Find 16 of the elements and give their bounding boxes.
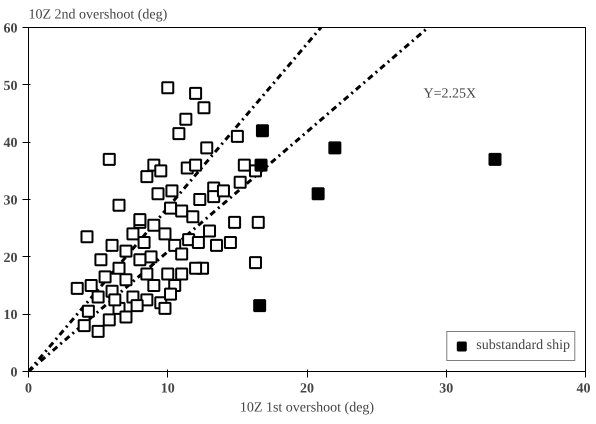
y-tick-label: 10 xyxy=(4,308,18,324)
x-tick-label: 30 xyxy=(439,382,454,396)
x-tick-label: 20 xyxy=(300,382,314,396)
y-tick-label: 40 xyxy=(4,136,18,152)
y-axis-title: 10Z 2nd overshoot (deg) xyxy=(28,8,168,22)
x-axis-title: 10Z 1st overshoot (deg) xyxy=(240,400,374,416)
legend-label: substandard ship xyxy=(476,338,570,354)
y-tick-label: 30 xyxy=(4,194,18,208)
x-tick-label: 40 xyxy=(576,382,590,396)
annotation: Y=2.25X xyxy=(424,86,476,102)
y-tick-label: 20 xyxy=(4,250,18,266)
y-tick-label: 60 xyxy=(4,22,18,36)
y-tick-label: 0 xyxy=(10,366,18,380)
x-tick-label: 10 xyxy=(160,382,175,396)
y-tick-label: 50 xyxy=(4,78,18,94)
x-tick-label: 0 xyxy=(25,382,32,396)
